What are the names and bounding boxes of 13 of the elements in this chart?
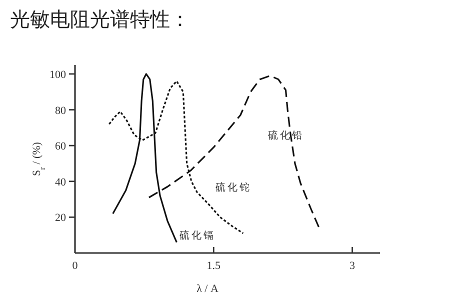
y-tick-label: 80 xyxy=(55,104,66,117)
y-tick-label: 60 xyxy=(55,140,66,153)
x-tick-label: 1.5 xyxy=(206,260,222,272)
y-tick-label: 20 xyxy=(55,212,66,224)
x-tick-label: 0 xyxy=(72,260,78,272)
series-label: 硫化镉 xyxy=(179,230,216,242)
x-axis-title: λ / A xyxy=(196,283,218,295)
series-label: 硫化铅 xyxy=(268,129,304,142)
chart-title: 光敏电阻光谱特性： xyxy=(10,9,190,31)
y-tick-label: 40 xyxy=(55,176,66,188)
x-tick-label: 3 xyxy=(350,260,356,272)
y-tick-label: 100 xyxy=(50,68,66,81)
series-label: 硫化铊 xyxy=(215,181,252,194)
